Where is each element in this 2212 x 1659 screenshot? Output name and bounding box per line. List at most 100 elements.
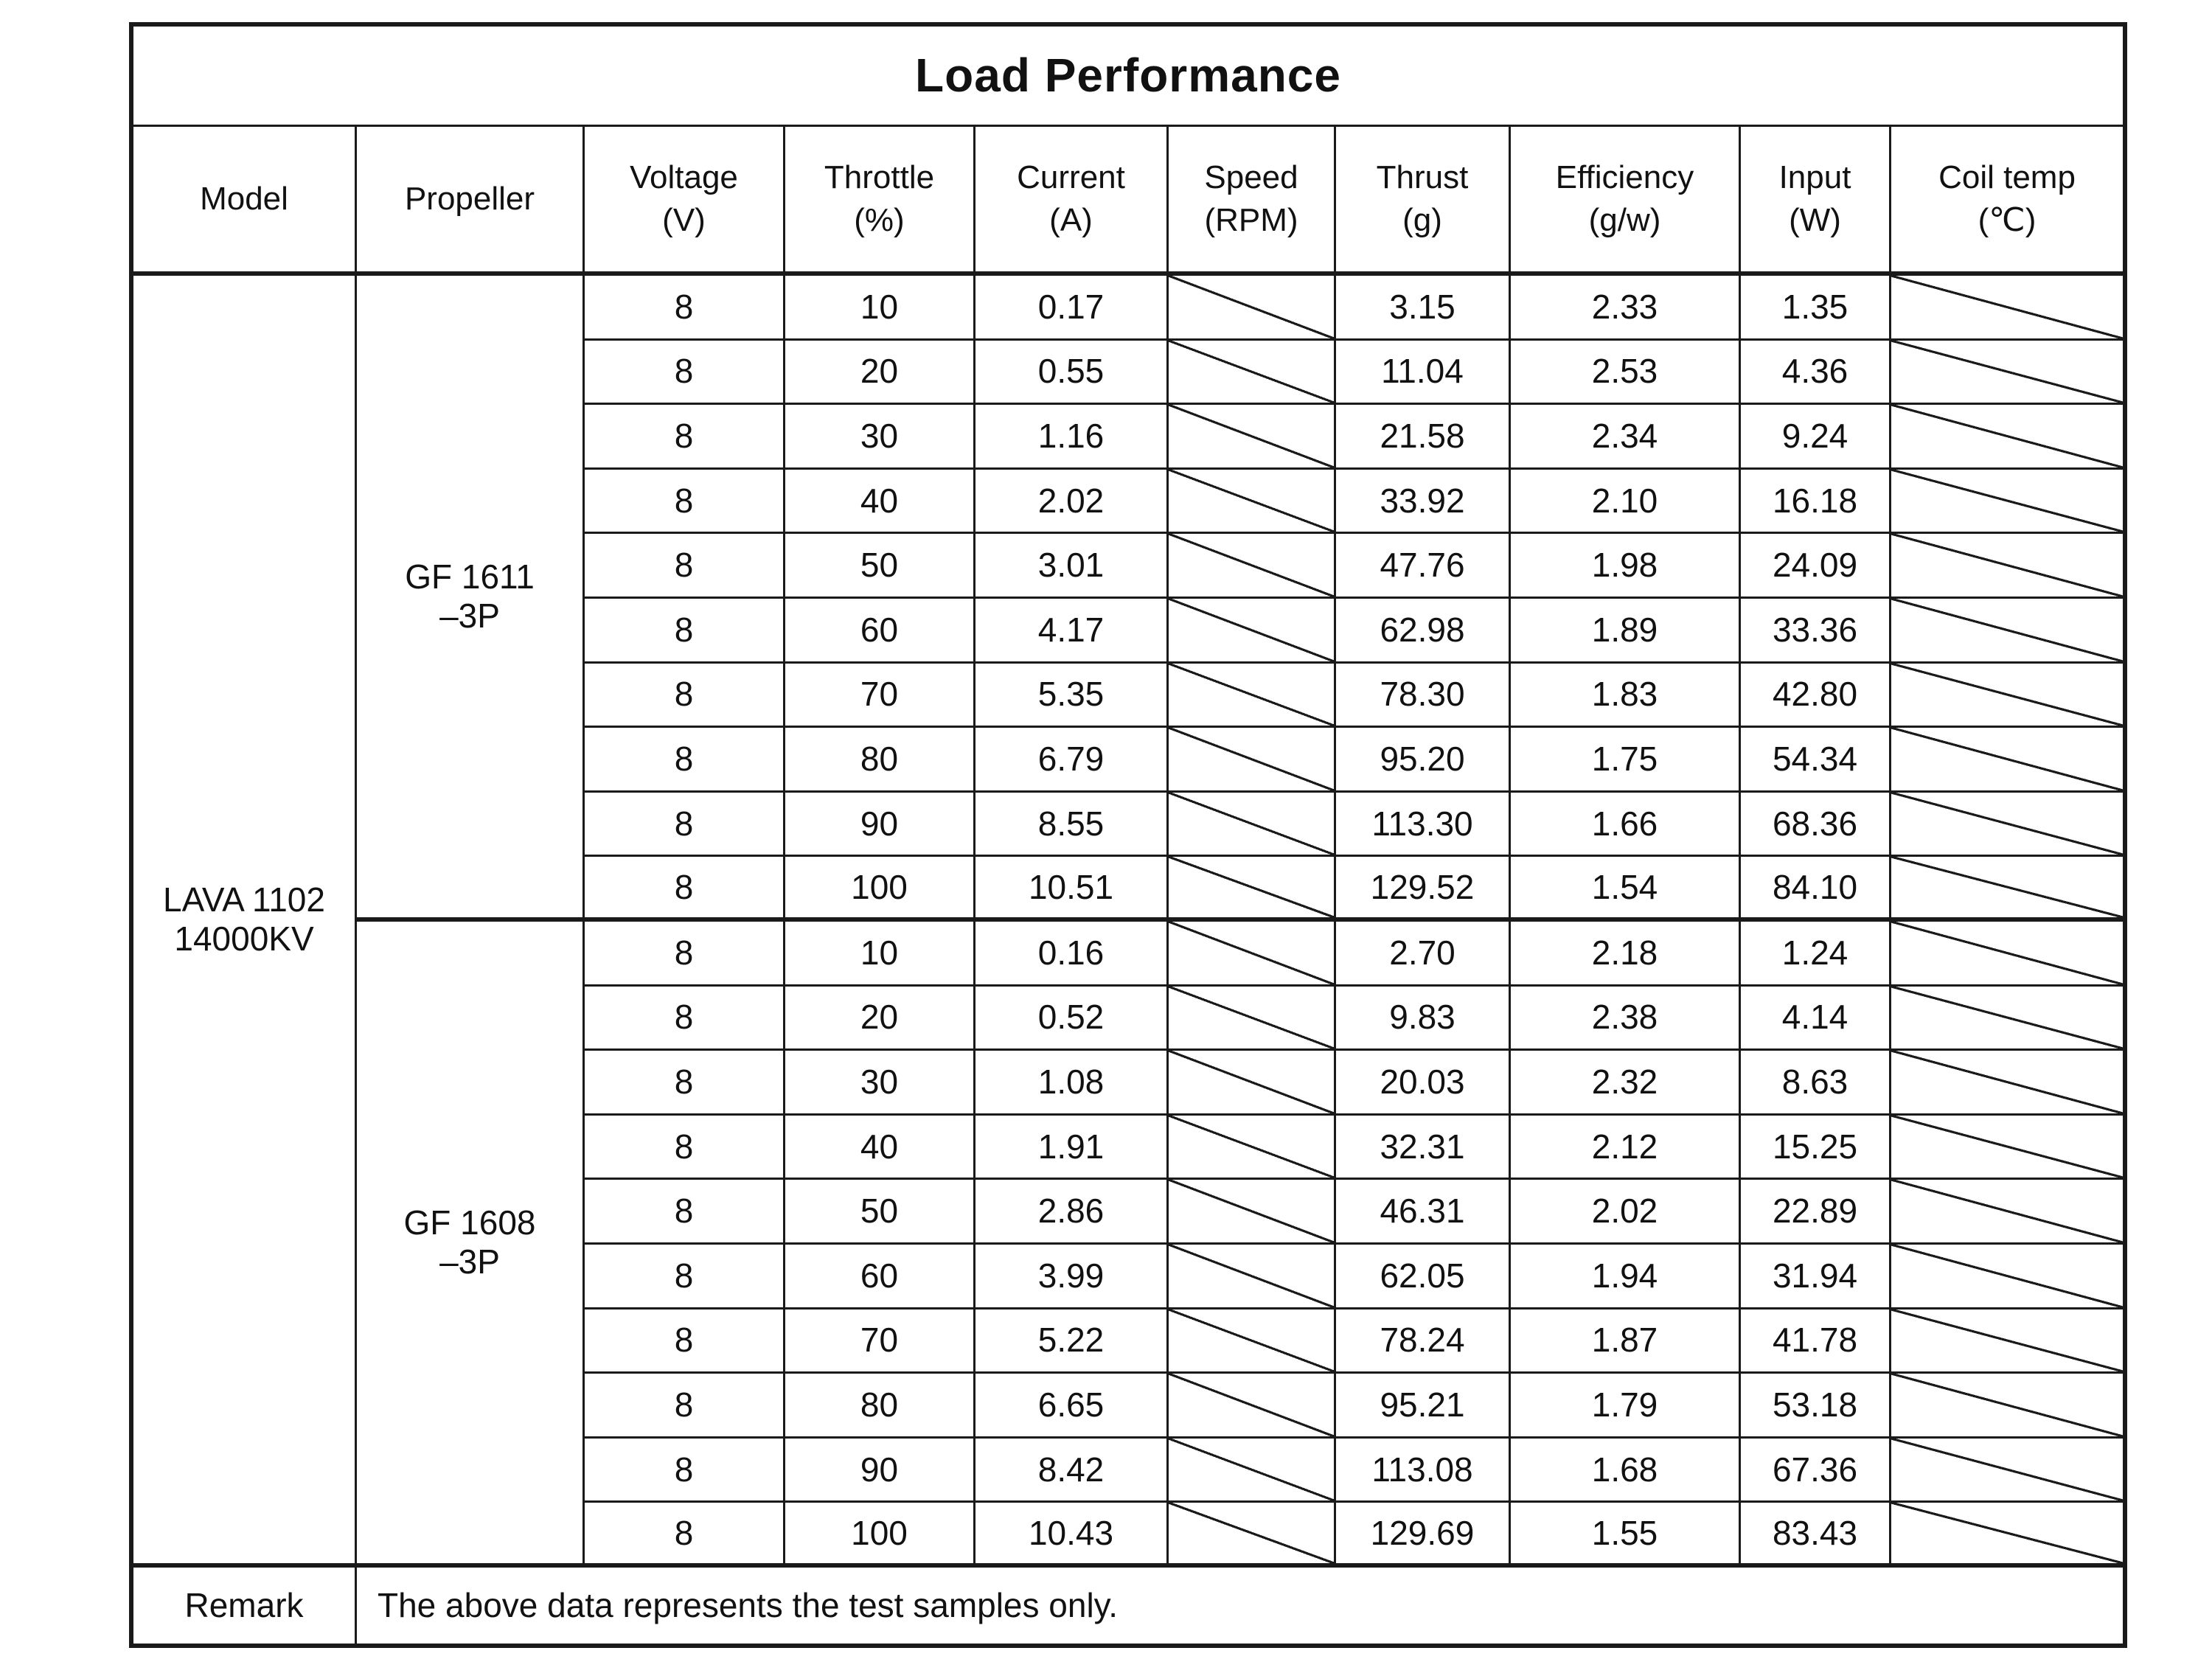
cell-efficiency: 2.53 xyxy=(1511,340,1741,406)
cell-current: 3.01 xyxy=(975,534,1169,599)
cell-throttle: 30 xyxy=(785,1051,975,1116)
header-cell-speed: Speed (RPM) xyxy=(1169,127,1336,276)
cell-input: 42.80 xyxy=(1741,663,1891,728)
header-label: Efficiency xyxy=(1555,159,1694,195)
cell-coil_temp xyxy=(1891,1309,2123,1374)
cell-coil_temp xyxy=(1891,1503,2123,1568)
cell-current: 0.55 xyxy=(975,340,1169,406)
cell-voltage: 8 xyxy=(585,1438,785,1503)
header-label: Model xyxy=(200,180,288,217)
cell-throttle: 30 xyxy=(785,405,975,470)
cell-coil_temp xyxy=(1891,663,2123,728)
cell-throttle: 50 xyxy=(785,1180,975,1245)
cell-input: 83.43 xyxy=(1741,1503,1891,1568)
cell-thrust: 113.08 xyxy=(1336,1438,1511,1503)
header-cell-model: Model xyxy=(133,127,357,276)
cell-efficiency: 2.12 xyxy=(1511,1115,1741,1180)
header-label: Throttle xyxy=(824,159,935,195)
cell-throttle: 80 xyxy=(785,728,975,793)
cell-input: 4.36 xyxy=(1741,340,1891,406)
cell-throttle: 80 xyxy=(785,1374,975,1439)
remark-label: Remark xyxy=(133,1567,357,1644)
cell-voltage: 8 xyxy=(585,276,785,341)
header-unit: (g) xyxy=(1402,202,1442,238)
cell-input: 54.34 xyxy=(1741,728,1891,793)
header-cell-input: Input (W) xyxy=(1741,127,1891,276)
cell-thrust: 129.52 xyxy=(1336,857,1511,922)
cell-coil_temp xyxy=(1891,276,2123,341)
cell-current: 2.02 xyxy=(975,469,1169,535)
cell-throttle: 40 xyxy=(785,469,975,535)
header-label: Thrust xyxy=(1376,159,1469,195)
cell-throttle: 60 xyxy=(785,598,975,664)
cell-throttle: 60 xyxy=(785,1244,975,1310)
cell-throttle: 20 xyxy=(785,986,975,1051)
header-unit: (g/w) xyxy=(1588,202,1661,238)
cell-speed xyxy=(1169,1374,1336,1439)
cell-efficiency: 1.87 xyxy=(1511,1309,1741,1374)
cell-thrust: 32.31 xyxy=(1336,1115,1511,1180)
cell-voltage: 8 xyxy=(585,1374,785,1439)
cell-current: 0.17 xyxy=(975,276,1169,341)
cell-voltage: 8 xyxy=(585,1503,785,1568)
cell-speed xyxy=(1169,986,1336,1051)
cell-input: 1.35 xyxy=(1741,276,1891,341)
cell-thrust: 2.70 xyxy=(1336,921,1511,987)
model-name-line1: LAVA 1102 xyxy=(163,880,325,919)
cell-efficiency: 2.10 xyxy=(1511,469,1741,535)
cell-thrust: 62.98 xyxy=(1336,598,1511,664)
cell-input: 1.24 xyxy=(1741,921,1891,987)
header-label: Current xyxy=(1017,159,1125,195)
cell-thrust: 9.83 xyxy=(1336,986,1511,1051)
header-cell-coil-temp: Coil temp (℃) xyxy=(1891,127,2123,276)
cell-efficiency: 2.32 xyxy=(1511,1051,1741,1116)
cell-current: 8.42 xyxy=(975,1438,1169,1503)
cell-thrust: 95.21 xyxy=(1336,1374,1511,1439)
model-name-line2: 14000KV xyxy=(174,919,314,958)
cell-efficiency: 1.54 xyxy=(1511,857,1741,922)
cell-voltage: 8 xyxy=(585,405,785,470)
cell-thrust: 113.30 xyxy=(1336,792,1511,858)
remark-text: The above data represents the test sampl… xyxy=(378,1585,1119,1624)
cell-throttle: 10 xyxy=(785,276,975,341)
propeller-cell-gf1608: GF 1608 –3P xyxy=(357,921,585,1568)
cell-efficiency: 1.89 xyxy=(1511,598,1741,664)
cell-voltage: 8 xyxy=(585,1115,785,1180)
cell-throttle: 20 xyxy=(785,340,975,406)
cell-throttle: 10 xyxy=(785,921,975,987)
cell-thrust: 95.20 xyxy=(1336,728,1511,793)
cell-current: 5.22 xyxy=(975,1309,1169,1374)
cell-efficiency: 1.94 xyxy=(1511,1244,1741,1310)
model-cell: LAVA 1102 14000KV xyxy=(133,276,357,1568)
cell-voltage: 8 xyxy=(585,986,785,1051)
header-cell-propeller: Propeller xyxy=(357,127,585,276)
cell-voltage: 8 xyxy=(585,921,785,987)
cell-speed xyxy=(1169,728,1336,793)
cell-input: 24.09 xyxy=(1741,534,1891,599)
cell-coil_temp xyxy=(1891,340,2123,406)
propeller-line2: –3P xyxy=(439,596,500,635)
cell-current: 3.99 xyxy=(975,1244,1169,1310)
cell-efficiency: 1.66 xyxy=(1511,792,1741,858)
header-unit: (℃) xyxy=(1978,202,2037,238)
cell-input: 15.25 xyxy=(1741,1115,1891,1180)
propeller-line2: –3P xyxy=(439,1242,500,1281)
header-label: Speed xyxy=(1204,159,1298,195)
cell-throttle: 40 xyxy=(785,1115,975,1180)
propeller-line1: GF 1611 xyxy=(405,557,535,597)
cell-coil_temp xyxy=(1891,1374,2123,1439)
cell-voltage: 8 xyxy=(585,1244,785,1310)
header-label: Coil temp xyxy=(1938,159,2076,195)
cell-speed xyxy=(1169,534,1336,599)
cell-speed xyxy=(1169,340,1336,406)
cell-thrust: 21.58 xyxy=(1336,405,1511,470)
cell-input: 84.10 xyxy=(1741,857,1891,922)
cell-coil_temp xyxy=(1891,986,2123,1051)
cell-throttle: 70 xyxy=(785,663,975,728)
cell-coil_temp xyxy=(1891,1244,2123,1310)
cell-input: 4.14 xyxy=(1741,986,1891,1051)
cell-thrust: 46.31 xyxy=(1336,1180,1511,1245)
cell-efficiency: 1.68 xyxy=(1511,1438,1741,1503)
cell-efficiency: 2.33 xyxy=(1511,276,1741,341)
cell-thrust: 20.03 xyxy=(1336,1051,1511,1116)
